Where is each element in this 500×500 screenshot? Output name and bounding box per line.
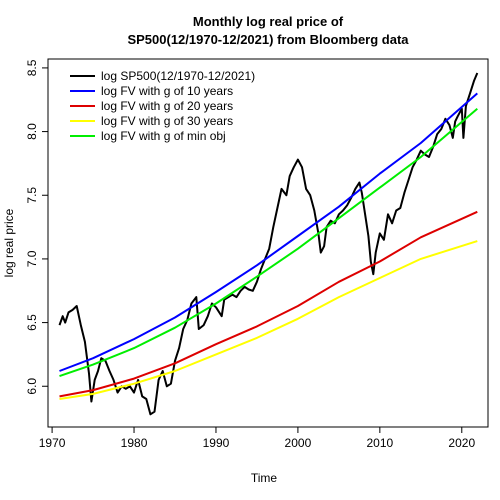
series-line-1	[59, 92, 478, 372]
series-line-4	[59, 107, 478, 378]
plot-frame	[47, 58, 489, 428]
y-axis-label: log real price	[2, 208, 16, 277]
y-tick-label: 6.5	[25, 314, 39, 331]
legend-label-3: log FV with g of 30 years	[101, 114, 233, 128]
legend-label-1: log FV with g of 10 years	[101, 84, 233, 98]
x-tick-label: 1990	[203, 436, 230, 450]
x-tick-label: 2010	[366, 436, 393, 450]
legend-label-2: log FV with g of 20 years	[101, 99, 233, 113]
x-axis-label: Time	[251, 471, 278, 485]
chart-title: Monthly log real price of	[193, 14, 344, 29]
x-tick-label: 2020	[448, 436, 475, 450]
y-tick-label: 8.5	[25, 59, 39, 76]
legend-label-4: log FV with g of min obj	[101, 129, 226, 143]
legend: log SP500(12/1970-12/2021)log FV with g …	[70, 69, 255, 143]
y-tick-label: 7.0	[25, 250, 39, 267]
series-line-2	[59, 210, 478, 398]
series-line-0	[58, 72, 479, 416]
x-tick-label: 1970	[39, 436, 66, 450]
series-line-3	[59, 240, 478, 400]
x-axis: 1970 1980 1990 2000 2010 2020	[39, 427, 475, 450]
legend-label-0: log SP500(12/1970-12/2021)	[101, 69, 255, 83]
y-axis: 6.0 6.5 7.0 7.5 8.0 8.5	[25, 59, 48, 395]
x-tick-label: 2000	[285, 436, 312, 450]
series-layer	[58, 72, 479, 416]
y-tick-label: 7.5	[25, 187, 39, 204]
y-tick-label: 8.0	[25, 123, 39, 140]
chart-subtitle: SP500(12/1970-12/2021) from Bloomberg da…	[127, 32, 409, 47]
y-tick-label: 6.0	[25, 378, 39, 395]
x-tick-label: 1980	[121, 436, 148, 450]
